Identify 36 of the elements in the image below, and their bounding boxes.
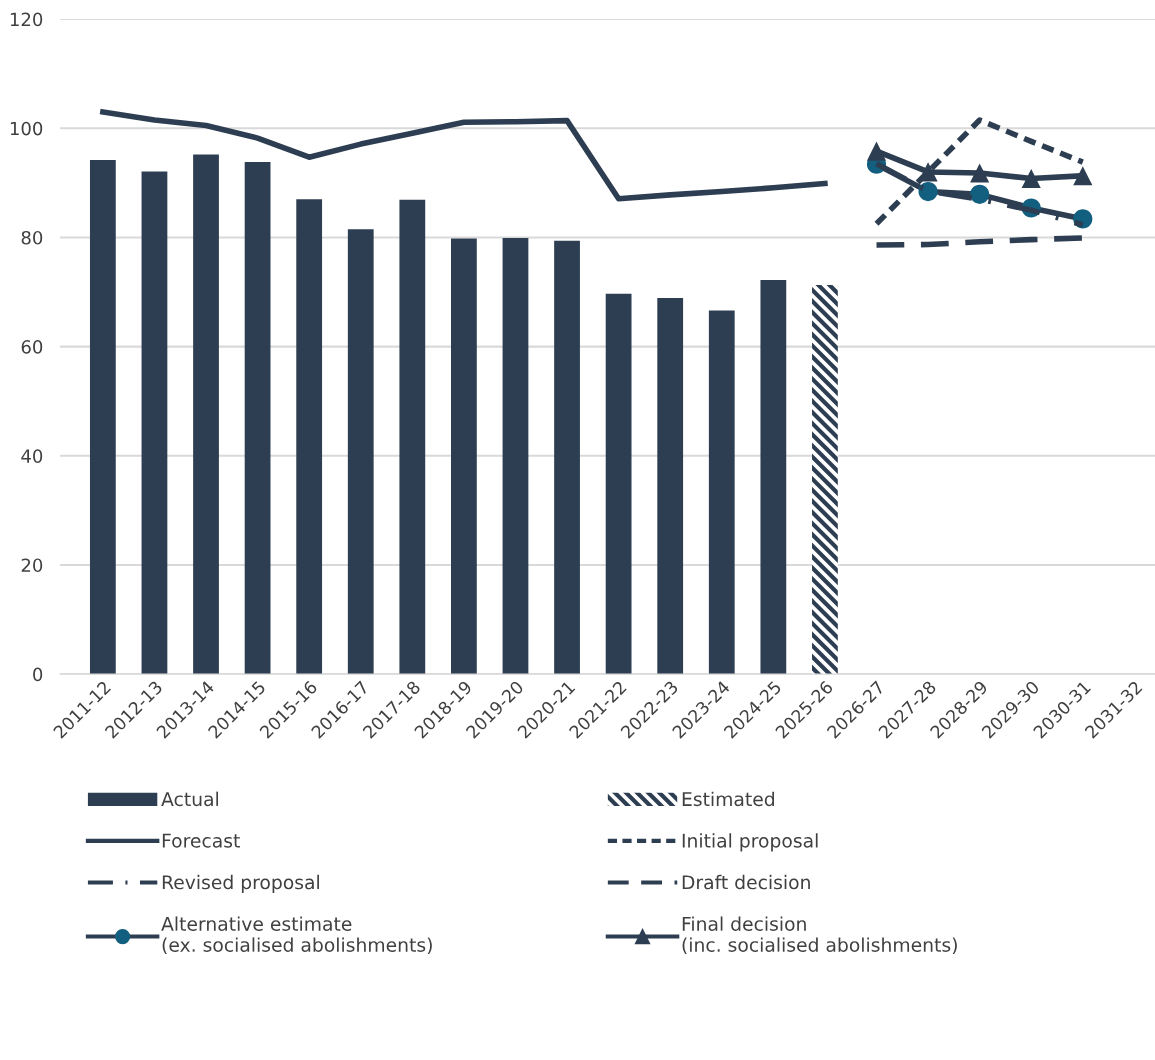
y-tick-label: 120 [10, 12, 43, 27]
point [970, 184, 990, 204]
legend-label: Initial proposal [682, 833, 818, 852]
legend-label: Revised proposal [162, 874, 319, 893]
legend-label: Final decision (inc. socialised abolishments) [682, 916, 957, 955]
bar [554, 240, 580, 675]
legend-label: Alternative estimate (ex. socialised abolishments) [161, 916, 432, 955]
legend-label: Draft decision [682, 874, 810, 890]
bar [399, 199, 426, 675]
point [1021, 168, 1041, 189]
y-tick-label: 20 [21, 558, 43, 573]
legend-label: Forecast [162, 833, 240, 848]
bar [760, 280, 787, 675]
point [970, 163, 990, 183]
bar [451, 238, 477, 675]
bar [296, 199, 323, 675]
y-tick-label: 60 [21, 340, 43, 354]
bar [812, 284, 838, 675]
y-tick-label: 40 [21, 449, 43, 463]
y-tick-label: 0 [33, 667, 43, 682]
y-tick-label: 80 [21, 230, 43, 245]
legend-label: Actual [161, 791, 219, 807]
point [866, 141, 887, 161]
legend-label: Estimated [682, 791, 774, 807]
bar [502, 237, 529, 675]
bar [193, 154, 219, 675]
point [918, 182, 938, 202]
bar [89, 159, 116, 675]
y-tick-label: 100 [10, 121, 43, 136]
bar [657, 298, 684, 675]
bar [605, 293, 632, 675]
bar [347, 229, 374, 675]
bar [141, 171, 168, 675]
bar [244, 162, 271, 675]
bar [708, 310, 735, 675]
point [1073, 166, 1093, 186]
